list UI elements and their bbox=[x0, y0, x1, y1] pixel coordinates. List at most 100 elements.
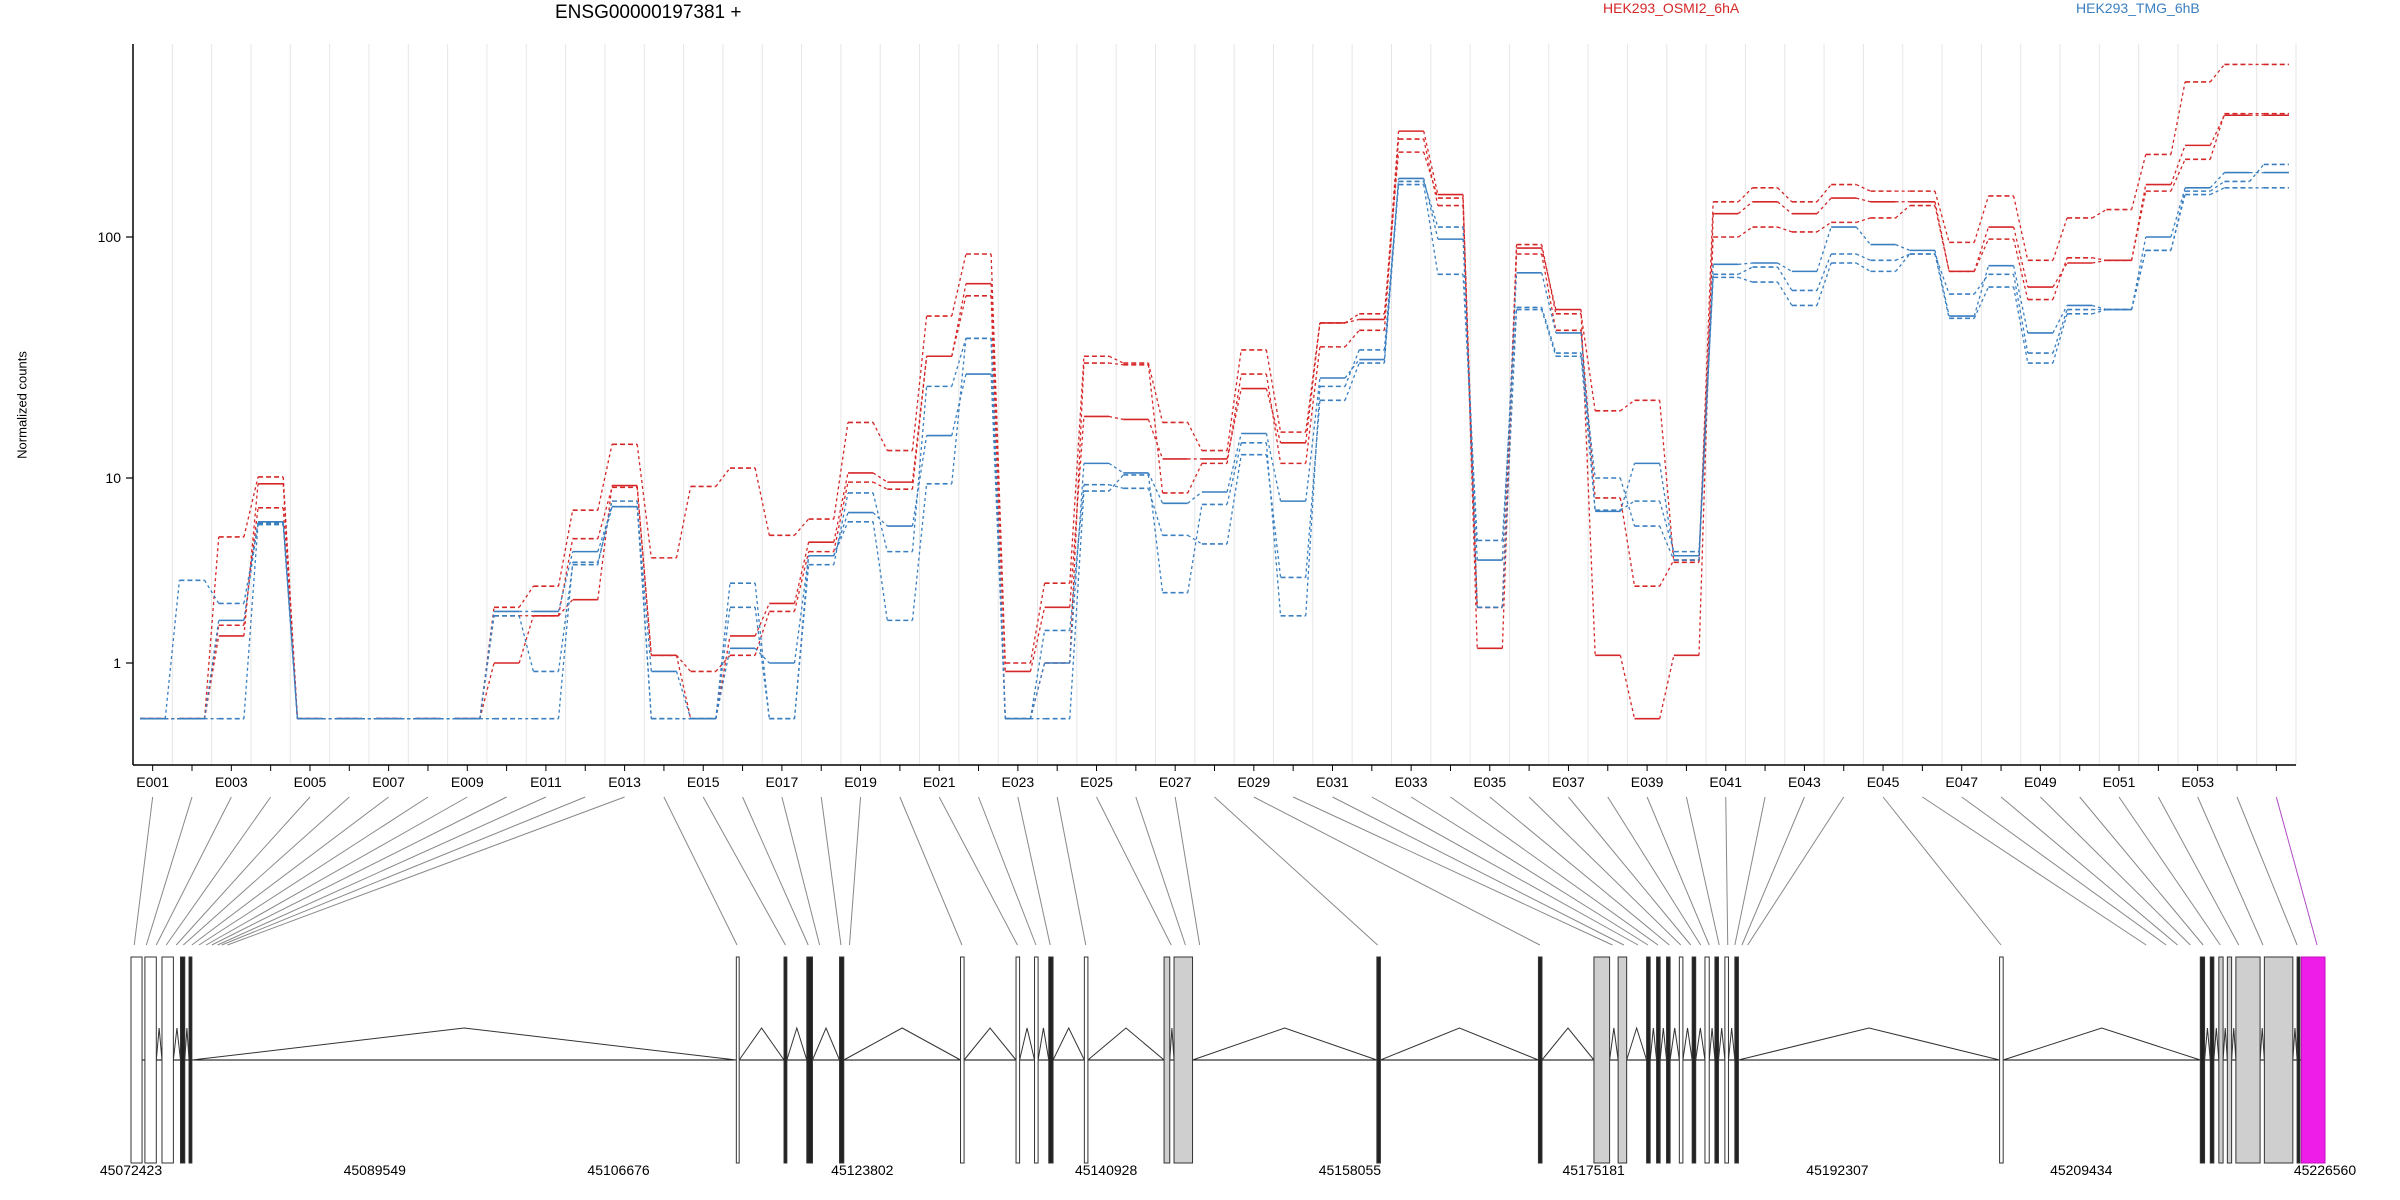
transition-segment bbox=[1698, 213, 1714, 656]
transition-segment bbox=[1501, 307, 1518, 541]
x-tick-label: E013 bbox=[608, 774, 641, 790]
transition-segment bbox=[1856, 183, 1871, 192]
transition-segment bbox=[1777, 281, 1793, 306]
intron-arc bbox=[1626, 1026, 1648, 1061]
exon-block bbox=[2199, 956, 2206, 1164]
genomic-tick-label: 45123802 bbox=[831, 1162, 894, 1178]
genomic-tick-label: 45226560 bbox=[2294, 1162, 2357, 1178]
transition-segment bbox=[1147, 488, 1164, 536]
exon-connector bbox=[1056, 796, 1087, 946]
transition-segment bbox=[951, 338, 967, 387]
transition-segment bbox=[1305, 377, 1321, 502]
genomic-axis: 45072423 45089549 45106676 45123802 45140928… bbox=[100, 1162, 2357, 1178]
transition-segment bbox=[243, 476, 259, 538]
exon-connector bbox=[1568, 796, 1692, 946]
transition-segment bbox=[282, 476, 299, 719]
transition-segment bbox=[1934, 205, 1950, 272]
exon-connector bbox=[2040, 796, 2191, 946]
transition-segment bbox=[951, 253, 967, 317]
exon-block bbox=[144, 956, 157, 1164]
transition-segment bbox=[911, 386, 928, 552]
transition-segment bbox=[2092, 308, 2107, 315]
grid-lines bbox=[132, 44, 2297, 765]
transition-segment bbox=[2012, 274, 2029, 354]
exon-connector bbox=[2157, 796, 2240, 946]
transition-segment bbox=[1619, 477, 1636, 527]
transition-segment bbox=[1855, 262, 1871, 272]
transition-segment bbox=[2012, 195, 2029, 261]
transition-segment bbox=[1659, 655, 1675, 719]
transition-segment bbox=[1423, 181, 1439, 228]
intron-arc bbox=[812, 1026, 840, 1061]
intron-arc bbox=[184, 1027, 190, 1061]
exon-block bbox=[1537, 956, 1543, 1164]
transition-segment bbox=[1698, 277, 1714, 552]
transition-segment bbox=[1934, 253, 1950, 295]
exon-connector bbox=[221, 796, 586, 946]
transition-segment bbox=[1541, 253, 1557, 331]
transition-segment bbox=[1973, 265, 1990, 317]
transition-segment bbox=[1069, 356, 1085, 584]
exon-connector bbox=[2236, 796, 2298, 946]
exon-block bbox=[188, 956, 193, 1164]
intron-arc bbox=[191, 1027, 737, 1061]
transition-segment bbox=[2209, 113, 2226, 160]
legend-entry-tmg: HEK293_TMG_6hB bbox=[2076, 0, 2200, 16]
transition-segment bbox=[1069, 362, 1085, 664]
x-tick-label: E027 bbox=[1159, 774, 1192, 790]
transition-segment bbox=[1580, 356, 1596, 511]
transition-segment bbox=[557, 562, 574, 719]
exon-connector bbox=[1489, 796, 1670, 946]
transition-segment bbox=[1423, 178, 1439, 240]
transition-segment bbox=[990, 253, 1006, 664]
intron-arc bbox=[2259, 1027, 2265, 1061]
exon-block bbox=[806, 956, 813, 1164]
transition-segment bbox=[793, 555, 810, 664]
transition-segment bbox=[1147, 474, 1164, 593]
intron-arc bbox=[155, 1027, 163, 1061]
intron-arc bbox=[1682, 1027, 1693, 1061]
transition-segment bbox=[1423, 130, 1439, 195]
x-tick-label: E053 bbox=[2181, 774, 2214, 790]
exon-block bbox=[2235, 956, 2261, 1164]
transition-segment bbox=[2170, 145, 2186, 185]
exon-connector bbox=[205, 796, 468, 946]
x-tick-label: E001 bbox=[136, 774, 169, 790]
exon-block bbox=[2218, 956, 2224, 1164]
transition-segment bbox=[715, 467, 731, 487]
x-tick-label: E039 bbox=[1631, 774, 1664, 790]
exon-block bbox=[1691, 956, 1697, 1164]
transition-segment bbox=[1069, 416, 1085, 608]
gene-title: ENSG00000197381 + bbox=[555, 2, 742, 23]
gene-model bbox=[130, 956, 2326, 1164]
x-tick-label: E005 bbox=[294, 774, 327, 790]
intron-arc bbox=[1019, 1027, 1036, 1061]
transition-segment bbox=[1305, 386, 1321, 616]
transition-segment bbox=[518, 615, 534, 664]
intron-arc bbox=[2292, 1027, 2298, 1061]
transition-segment bbox=[1187, 422, 1203, 451]
exon-connector bbox=[145, 796, 193, 946]
transition-segment bbox=[636, 485, 652, 656]
transition-segment bbox=[2130, 250, 2147, 310]
x-tick-label: E051 bbox=[2103, 774, 2136, 790]
transition-segment bbox=[1973, 273, 1989, 295]
x-tick-label: E037 bbox=[1552, 774, 1585, 790]
x-tick-label: E017 bbox=[766, 774, 799, 790]
series-2 bbox=[140, 112, 2289, 720]
intron-arc bbox=[2204, 1027, 2211, 1061]
intron-arc bbox=[1052, 1026, 1085, 1061]
exon-block bbox=[783, 956, 788, 1164]
transition-segment bbox=[793, 551, 810, 612]
transition-segment bbox=[1659, 525, 1675, 561]
exon-block bbox=[1173, 956, 1194, 1164]
transition-segment bbox=[2209, 180, 2225, 192]
transition-segment bbox=[203, 620, 220, 719]
transition-segment bbox=[1973, 195, 1990, 243]
transition-segment bbox=[675, 671, 692, 719]
transition-segment bbox=[1383, 181, 1400, 350]
exon-block bbox=[1999, 956, 2004, 1164]
transition-segment bbox=[1344, 359, 1360, 379]
intron-arc bbox=[1649, 1027, 1658, 1061]
transition-segment bbox=[1501, 248, 1518, 649]
